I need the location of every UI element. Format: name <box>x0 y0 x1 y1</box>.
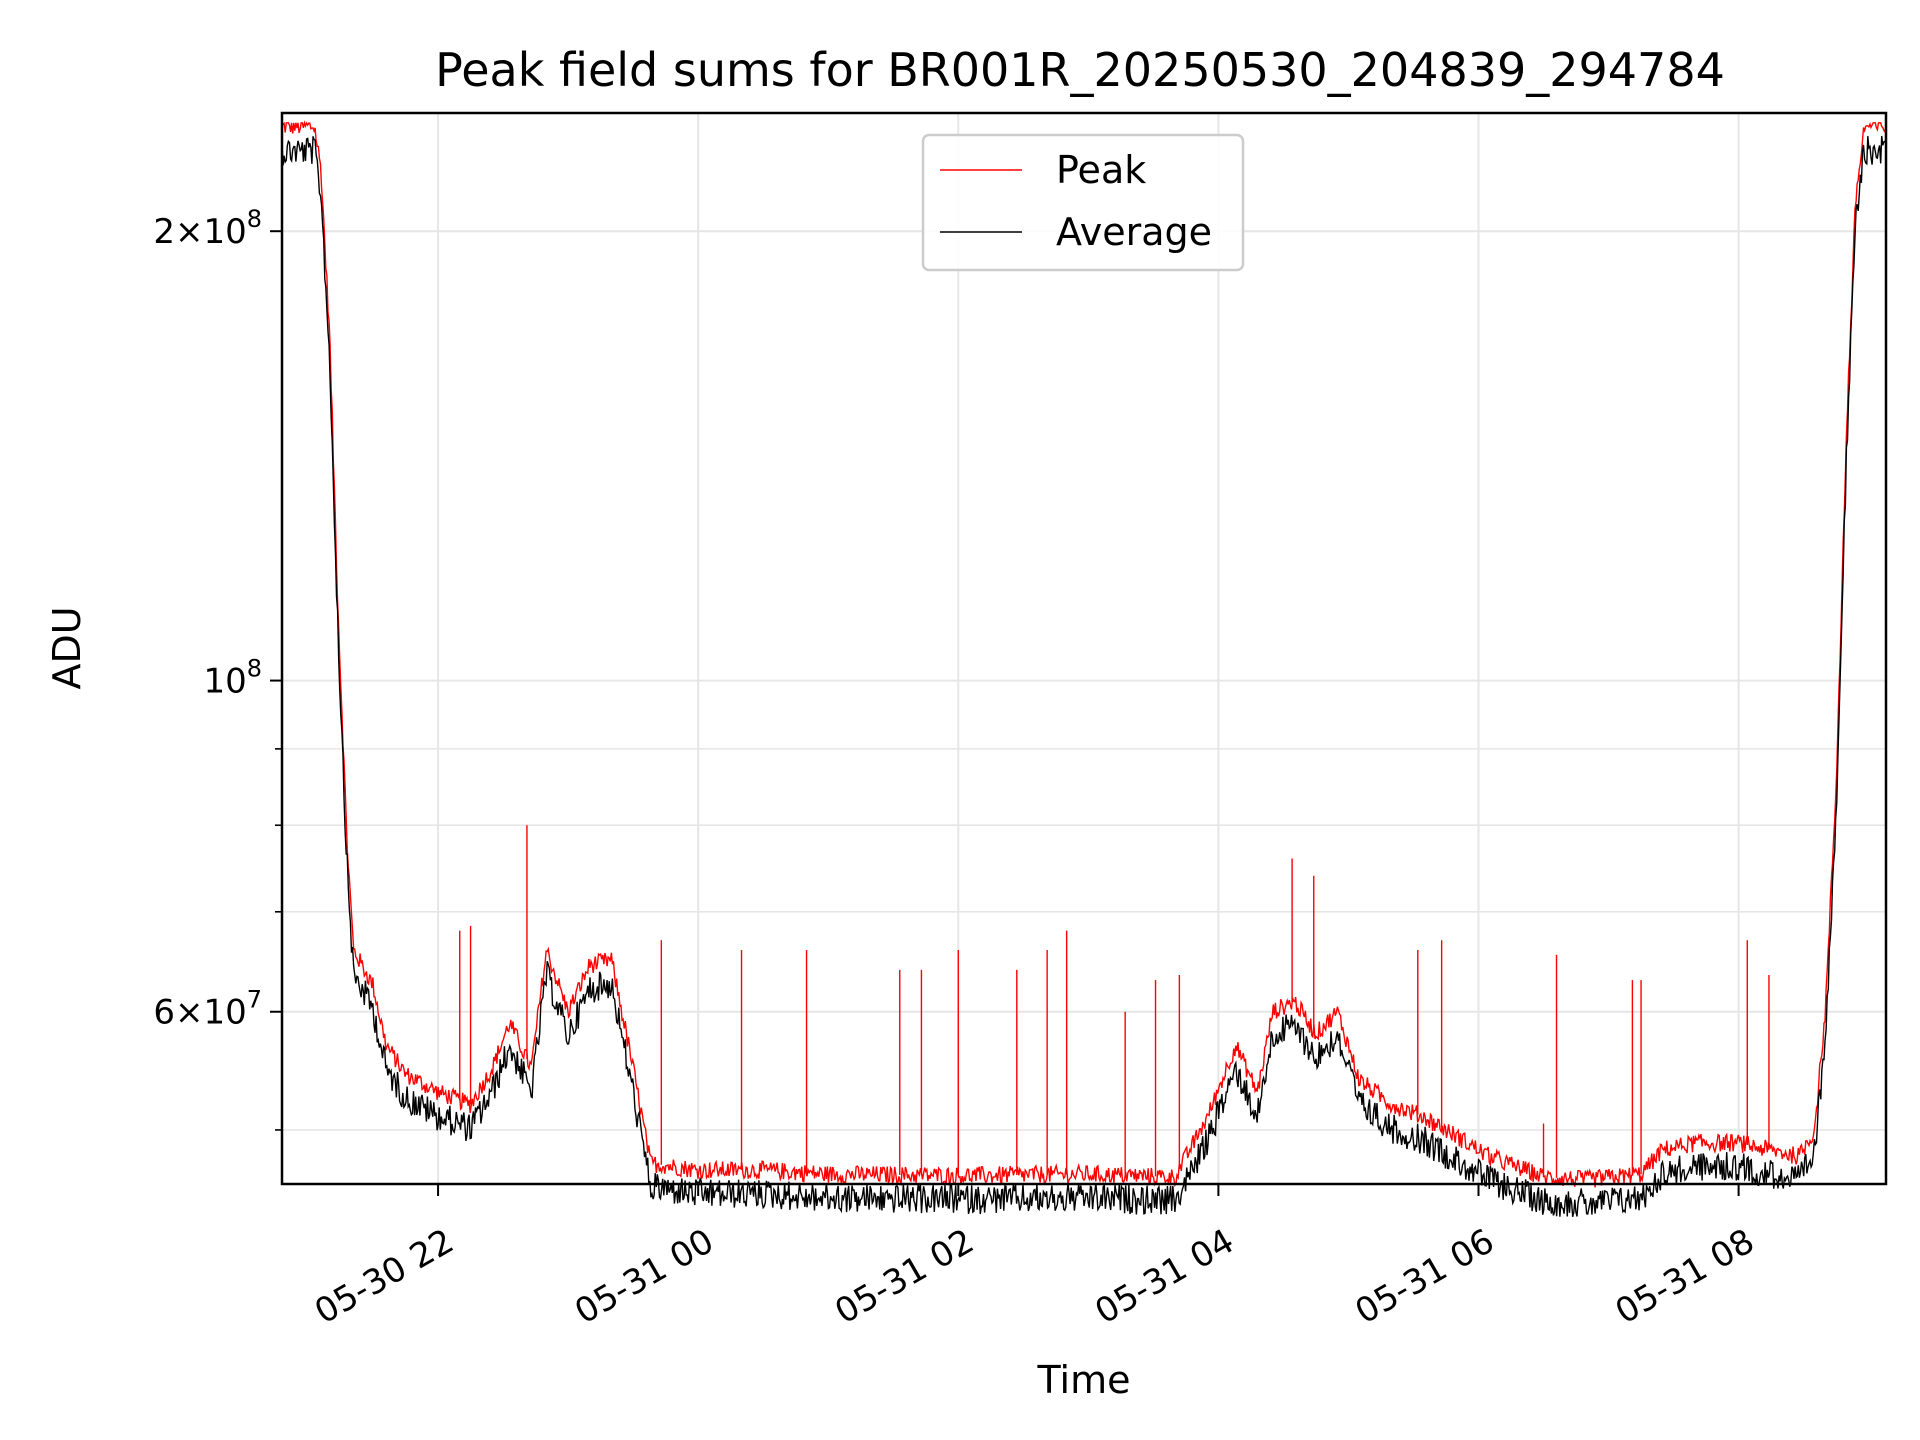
y-tick-base: 10 <box>203 993 246 1033</box>
y-tick-label: 108 <box>203 655 262 702</box>
y-tick-exponent: 8 <box>247 205 262 233</box>
legend-label-average: Average <box>1056 210 1212 254</box>
y-tick-base: 10 <box>203 662 246 702</box>
y-tick-mantissa: 2 <box>153 212 175 252</box>
y-tick-label: 6×107 <box>153 986 262 1033</box>
series-average-line <box>281 135 1887 1217</box>
times-sign: × <box>175 993 204 1033</box>
legend-box <box>921 133 1245 272</box>
y-tick-mantissa: 6 <box>153 993 175 1033</box>
y-tick-base: 10 <box>203 212 246 252</box>
y-tick-exponent: 8 <box>247 655 262 683</box>
plot-frame <box>280 111 1888 1186</box>
grid-lines <box>282 113 1886 1184</box>
x-axis-label: Time <box>1037 1358 1131 1402</box>
legend-label-peak: Peak <box>1056 148 1146 192</box>
times-sign: × <box>175 212 204 252</box>
series-layer <box>281 120 1887 1217</box>
chart-title: Peak field sums for BR001R_20250530_2048… <box>435 43 1725 97</box>
y-tick-exponent: 7 <box>247 986 262 1014</box>
y-tick-label: 2×108 <box>153 205 262 252</box>
series-peak <box>281 120 1887 1188</box>
legend: Peak Average <box>921 133 1245 272</box>
y-axis-label: ADU <box>45 606 89 689</box>
